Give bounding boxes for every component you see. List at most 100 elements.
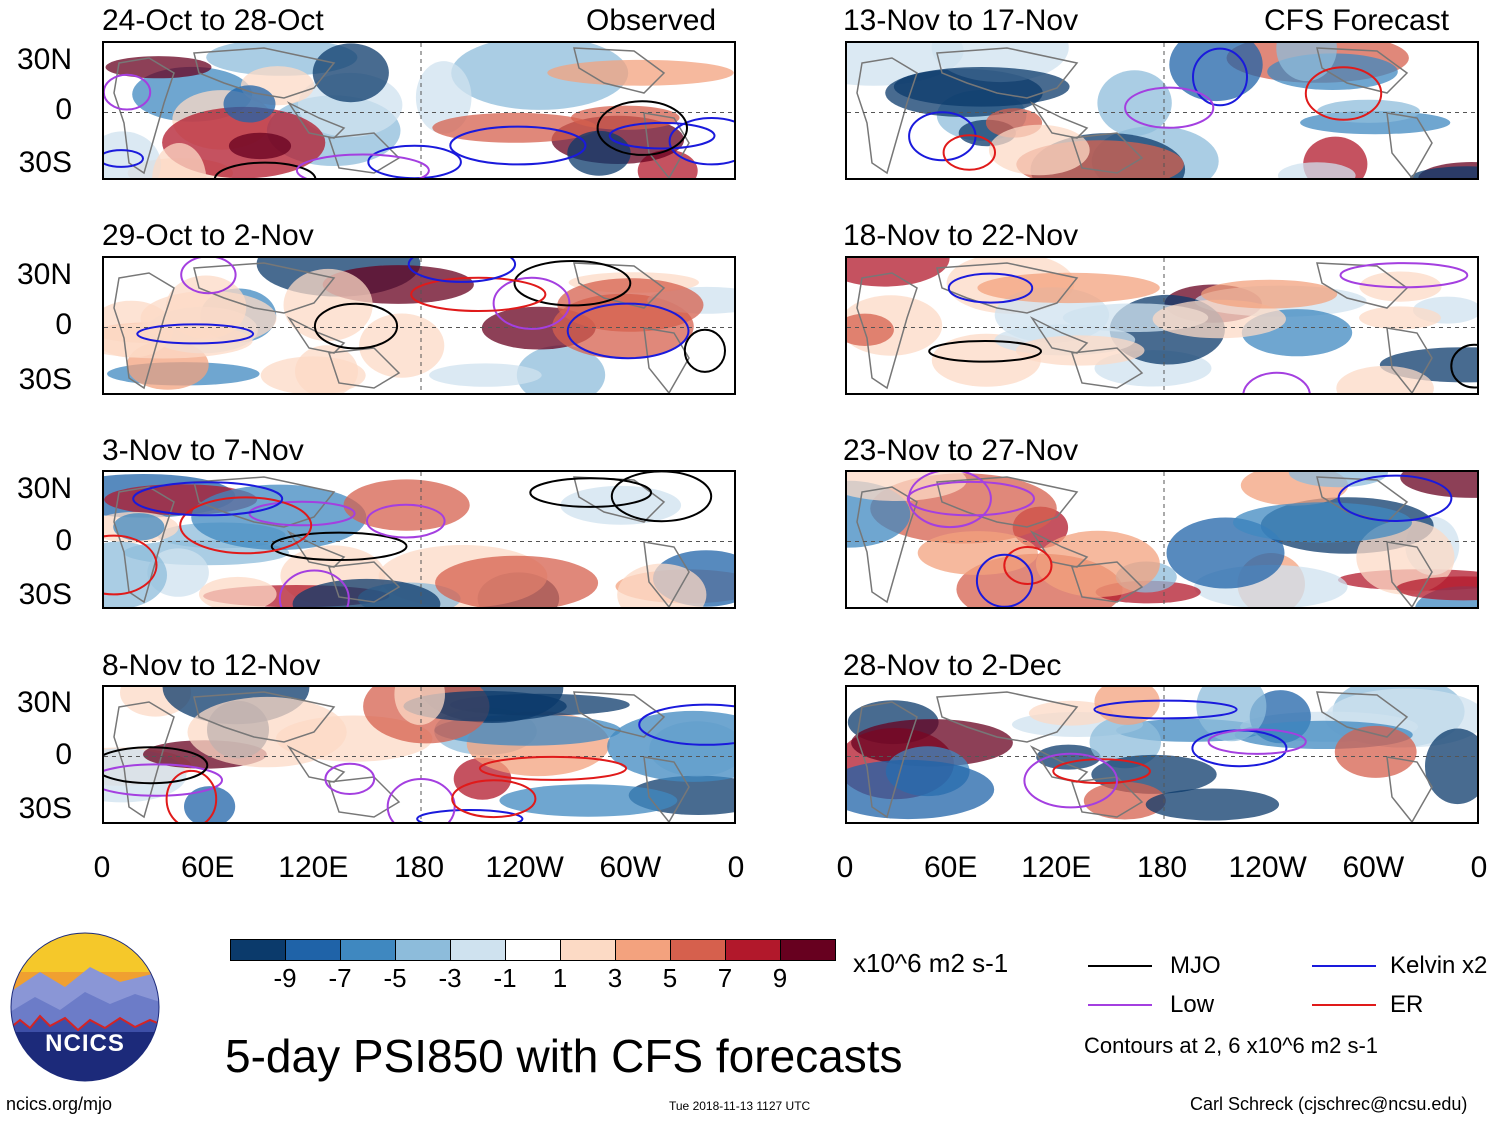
anomaly-shade <box>228 132 292 160</box>
legend-line-mjo <box>1088 965 1152 967</box>
er-contour <box>451 779 537 819</box>
colorbar-cell <box>505 939 561 961</box>
xtick-label: 120E <box>278 851 349 884</box>
er-contour <box>165 769 218 822</box>
coastline <box>193 47 336 99</box>
colorbar-label: -3 <box>438 963 462 993</box>
anomaly-shade <box>283 268 373 342</box>
coastline <box>1316 476 1409 523</box>
xtick-label: 180 <box>1136 851 1188 884</box>
low-contour <box>324 762 376 796</box>
anomaly-shade <box>187 696 347 768</box>
credit: Carl Schreck (cjschrec@ncsu.edu) <box>1190 1094 1468 1114</box>
ytick-0: 0 <box>55 93 72 126</box>
ytick-30s: 30S <box>18 578 72 611</box>
coastline <box>573 262 666 309</box>
map-panel-3 <box>102 470 736 609</box>
kelvin-contour <box>566 302 690 360</box>
anomaly-shade <box>312 43 389 103</box>
main-title: 5-day PSI850 with CFS forecasts <box>225 1030 903 1082</box>
site-link[interactable]: ncics.org/mjo <box>6 1094 113 1114</box>
low-contour <box>104 763 223 797</box>
coastline <box>573 47 666 94</box>
anomaly-shade <box>1288 472 1388 488</box>
coastline <box>1316 691 1409 738</box>
low-contour <box>1207 728 1307 755</box>
low-contour <box>1023 752 1118 809</box>
xtick-label: 60W <box>599 851 662 884</box>
anomaly-shade <box>847 759 995 820</box>
anomaly-shade <box>260 356 366 393</box>
kelvin-contour <box>638 703 734 746</box>
anomaly-shade <box>1089 716 1161 769</box>
kelvin-contour <box>668 117 734 166</box>
panel-2-title: 29-Oct to 2-Nov <box>102 219 314 252</box>
panel-7-title: 23-Nov to 27-Nov <box>843 434 1079 467</box>
anomaly-shade <box>104 131 161 178</box>
ytick-30n: 30N <box>16 686 72 719</box>
colorbar-label: -5 <box>383 963 407 993</box>
coastline <box>1316 47 1409 94</box>
map-panel-svg <box>847 258 1477 393</box>
coastline <box>286 530 346 568</box>
colorbar-label: -1 <box>493 963 517 993</box>
anomaly-shade <box>1201 279 1338 309</box>
er-contour <box>942 134 997 171</box>
anomaly-shade <box>199 576 277 607</box>
er-contour <box>1052 758 1151 785</box>
panel-8-title: 28-Nov to 2-Dec <box>843 649 1062 682</box>
legend-label-er: ER <box>1390 991 1424 1018</box>
legend-line-low <box>1088 1004 1152 1006</box>
ytick-30s: 30S <box>18 146 72 179</box>
mjo-contour <box>1450 343 1477 389</box>
xtick-label: 0 <box>93 851 111 884</box>
xtick-label: 0 <box>836 851 854 884</box>
legend-label-mjo: MJO <box>1170 952 1221 979</box>
low-contour <box>366 503 446 539</box>
anomaly-shade <box>432 112 598 143</box>
coastline <box>643 112 690 178</box>
anomaly-shade <box>1410 166 1477 178</box>
coastline <box>1386 541 1433 607</box>
panel-1-title: 24-Oct to 28-Oct <box>102 4 324 37</box>
low-contour <box>278 569 350 607</box>
low-contour <box>295 153 430 178</box>
coastline <box>643 756 690 822</box>
anomaly-shade <box>394 687 445 725</box>
anomaly-shade <box>847 258 950 287</box>
xtick-label: 180 <box>393 851 445 884</box>
colorbar-label: 1 <box>552 963 568 993</box>
xtick-label: 0 <box>727 851 745 884</box>
anomaly-shade <box>1083 781 1166 820</box>
anomaly-shade <box>851 719 1013 767</box>
low-contour <box>1124 86 1215 129</box>
colorbar-cell <box>340 939 396 961</box>
coastline <box>936 476 1079 528</box>
logo-text: NCICS <box>45 1030 125 1057</box>
er-contour <box>410 276 547 313</box>
map-panel-svg <box>104 687 734 822</box>
coastline <box>113 486 175 604</box>
anomaly-shade <box>499 784 678 817</box>
er-contour <box>1003 546 1053 585</box>
coastline <box>573 476 666 523</box>
anomaly-shade <box>105 56 212 79</box>
anomaly-shade <box>1233 502 1412 543</box>
anomaly-shade <box>140 291 277 346</box>
coastline <box>643 541 690 607</box>
coastline <box>1070 132 1144 174</box>
ytick-0: 0 <box>55 738 72 771</box>
anomaly-shade <box>1145 788 1280 821</box>
map-panel-svg <box>104 472 734 607</box>
xtick-label: 60W <box>1342 851 1405 884</box>
map-panel-1 <box>102 41 736 180</box>
map-panel-svg <box>847 43 1477 178</box>
map-panel-4 <box>102 685 736 824</box>
anomaly-shade <box>1317 99 1420 123</box>
colorbar-label: -9 <box>273 963 297 993</box>
legend-label-kelvin: Kelvin x2 <box>1390 952 1488 979</box>
map-panel-svg <box>104 258 734 393</box>
ytick-0: 0 <box>55 524 72 557</box>
contours-note: Contours at 2, 6 x10^6 m2 s-1 <box>1084 1033 1379 1058</box>
colorbar-cell <box>395 939 451 961</box>
